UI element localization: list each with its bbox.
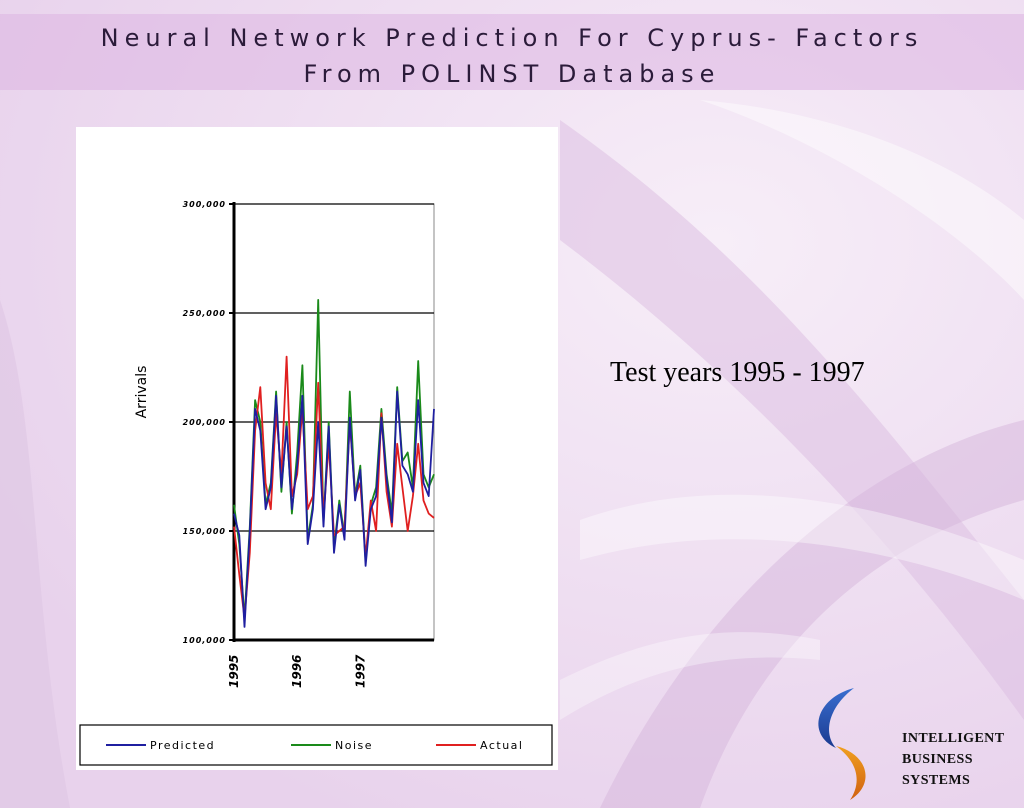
slide-title-line-1: Neural Network Prediction For Cyprus- Fa…	[100, 24, 924, 52]
y-axis-label: Arrivals	[134, 366, 150, 419]
logo-line-3: SYSTEMS	[902, 773, 971, 788]
series-line-predicted	[233, 390, 435, 628]
crescent-swirl-logo-icon	[818, 688, 866, 800]
legend-label-predicted: Predicted	[150, 739, 215, 752]
legend-label-actual: Actual	[480, 739, 523, 752]
slide-caption: Test years 1995 - 1997	[610, 357, 865, 388]
slide-title-line-2: From POLINST Database	[303, 60, 721, 88]
logo-line-1: INTELLIGENT	[902, 731, 1005, 746]
title-band	[0, 14, 1024, 90]
legend-label-noise: Noise	[335, 739, 373, 752]
slide-title: Neural Network Prediction For Cyprus- Fa…	[0, 20, 1024, 92]
logo-line-2: BUSINESS	[902, 752, 973, 767]
y-tick-label: 200,000	[183, 418, 226, 427]
y-tick-label: 250,000	[183, 309, 226, 318]
y-tick-label: 300,000	[183, 200, 226, 209]
line-chart: 100,000 150,000 200,000 250,000 300,000 Arriv…	[79, 200, 553, 766]
x-tick-label: 1996	[290, 655, 304, 688]
x-tick-label: 1995	[227, 655, 241, 688]
y-tick-label: 150,000	[183, 527, 226, 536]
chart-panel: 100,000 150,000 200,000 250,000 300,000 Arriv…	[76, 127, 558, 770]
y-tick-label: 100,000	[183, 636, 226, 645]
company-logo-text: INTELLIGENT BUSINESS SYSTEMS	[902, 728, 1004, 791]
x-tick-label: 1997	[353, 654, 367, 688]
